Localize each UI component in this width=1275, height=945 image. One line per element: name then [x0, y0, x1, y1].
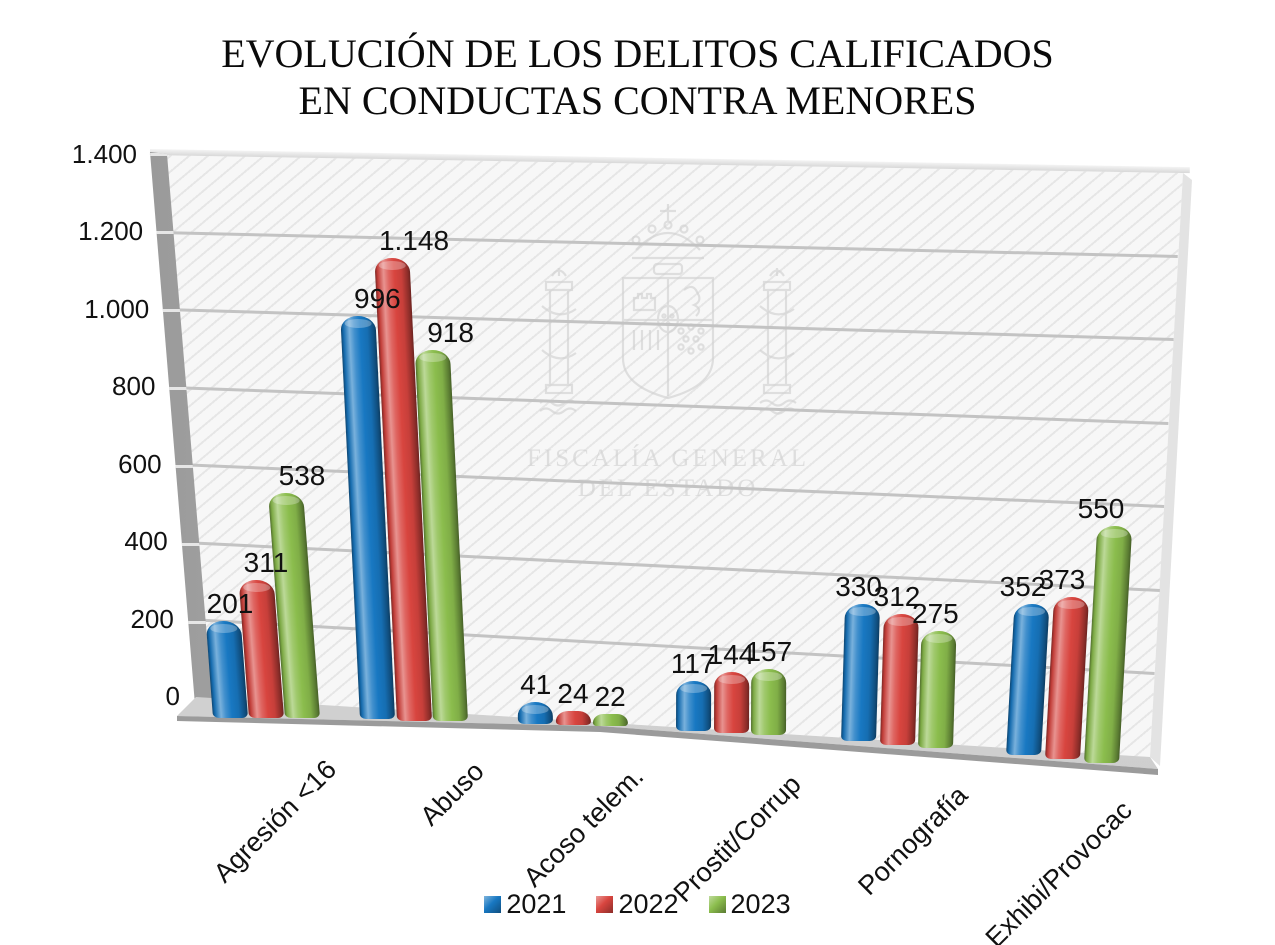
x-axis-label: Prostit/Corrup: [668, 769, 808, 909]
value-label-2021-2: 41: [520, 669, 552, 701]
value-label-2022-0: 311: [243, 546, 289, 578]
value-label-2021-4: 330: [835, 571, 882, 603]
shield-crown: [652, 262, 684, 276]
bar-cap-highlight: [271, 496, 300, 506]
x-axis-label: Agresión <16: [207, 753, 343, 889]
y-axis-tick-label: 800: [112, 371, 156, 402]
watermark-coat-of-arms: FISCALÍA GENERAL DEL ESTADO: [528, 204, 808, 502]
legend-label-2022: 2022: [618, 889, 679, 919]
chart-title-line1: EVOLUCIÓN DE LOS DELITOS CALIFICADOS: [221, 31, 1054, 76]
y-axis-tick-label: 1.000: [84, 293, 150, 324]
y-axis-tick-label: 1.400: [71, 139, 137, 169]
watermark-text-line1: FISCALÍA GENERAL: [528, 444, 808, 472]
value-label-2023-0: 538: [278, 460, 326, 492]
value-label-2022-1: 1.148: [378, 224, 450, 256]
value-label-2022-4: 312: [873, 580, 921, 612]
bar-2022-4: [879, 613, 919, 745]
y-axis-tick-label: 200: [130, 603, 174, 634]
legend: 2021 2022 2023: [0, 889, 1275, 920]
bar-2023-4: [917, 630, 957, 748]
bar-2023-3: [751, 669, 787, 736]
legend-item-2023: 2023: [708, 889, 791, 920]
crown-cross: [660, 204, 676, 222]
bar-2022-3: [713, 672, 749, 733]
bar-2021-4: [841, 604, 881, 742]
chart-title-line2: EN CONDUCTAS CONTRA MENORES: [298, 78, 977, 123]
y-axis-tick-label: 400: [124, 526, 168, 557]
y-axis-tick-label: 0: [165, 681, 180, 711]
right-column: [766, 288, 788, 387]
legend-label-2021: 2021: [506, 889, 567, 919]
value-label-2022-3: 144: [707, 639, 755, 671]
value-label-2022-2: 24: [557, 678, 589, 710]
x-axis-label: Exhibi/Provocac: [980, 795, 1139, 945]
bar-2023-2: [592, 714, 628, 727]
legend-swatch-2023: [708, 896, 726, 913]
legend-label-2023: 2023: [730, 889, 791, 919]
y-axis-tick-label: 1.200: [78, 216, 144, 247]
x-axis-label: Acoso telem.: [517, 761, 650, 893]
shield: [621, 276, 715, 400]
value-label-2021-3: 117: [670, 648, 716, 680]
value-label-2021-1: 996: [354, 283, 401, 315]
legend-item-2021: 2021: [484, 889, 566, 920]
bar-2021-3: [675, 681, 711, 731]
bar-cap-highlight: [344, 319, 372, 329]
value-label-2023-4: 275: [912, 597, 959, 629]
bar-cap-highlight: [1100, 528, 1128, 538]
legend-swatch-2021: [484, 896, 502, 913]
chart-title: EVOLUCIÓN DE LOS DELITOS CALIFICADOS EN …: [0, 30, 1275, 124]
bar-cap-highlight: [1017, 606, 1045, 616]
value-label-2021-5: 352: [999, 570, 1047, 602]
value-label-2021-0: 201: [206, 587, 254, 619]
bar-cap-highlight: [925, 633, 953, 643]
left-column: [548, 288, 570, 387]
y-axis-tick-label: 600: [118, 448, 162, 479]
value-label-2022-5: 373: [1038, 564, 1086, 596]
legend-item-2022: 2022: [596, 889, 679, 920]
value-label-2023-1: 918: [427, 316, 474, 348]
bar-cap-highlight: [680, 684, 707, 694]
value-label-2023-2: 22: [594, 681, 626, 713]
bar-cap-highlight: [378, 260, 406, 270]
value-label-2023-5: 550: [1077, 492, 1125, 524]
bar-cap-highlight: [419, 352, 447, 362]
legend-swatch-2022: [596, 896, 614, 913]
value-label-2023-3: 157: [745, 636, 793, 668]
bar-cap-highlight: [209, 623, 237, 633]
bar-2021-0: [205, 620, 248, 718]
x-axis-label: Abuso: [414, 756, 491, 832]
x-axis-label: Pornografía: [852, 780, 974, 902]
bar-cap-highlight: [755, 672, 783, 682]
